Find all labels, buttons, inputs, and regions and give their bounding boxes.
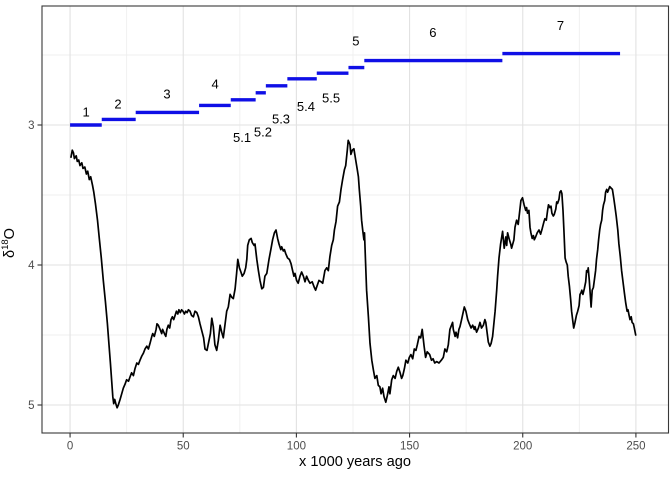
panel-border — [41, 5, 670, 434]
mis-stage-labels-layer: 1 2 3 4 5.1 5.25.3 5.4 5.5 5 6 7 — [83, 18, 565, 145]
mis-label-5.5: 5.5 — [322, 91, 340, 106]
x-axis-title: x 1000 years ago — [299, 454, 411, 470]
mis-stage-segments-layer — [70, 51, 621, 127]
panel-background — [42, 6, 669, 433]
x-tick-label: 50 — [177, 441, 190, 453]
mis-label-1: 1 — [83, 105, 90, 120]
y-tick-label: 5 — [28, 400, 34, 412]
x-tick-label: 100 — [287, 441, 306, 453]
mis-label-3: 3 — [163, 87, 170, 102]
x-tick-label: 250 — [626, 441, 645, 453]
axis-ticks-and-labels: 0 50 100 150 200 250 3 4 5 — [28, 120, 645, 452]
x-tick-label: 0 — [67, 441, 73, 453]
mis-label-6: 6 — [429, 25, 436, 40]
d18o-curve — [70, 139, 637, 409]
mis-label-7: 7 — [557, 18, 564, 33]
mis-label-5.3: 5.3 — [272, 112, 290, 127]
x-tick-label: 200 — [513, 441, 532, 453]
x-tick-label: 150 — [400, 441, 419, 453]
y-tick-label: 4 — [28, 260, 35, 272]
mis-label-5.1: 5.1 — [233, 130, 251, 145]
mis-label-5: 5 — [352, 33, 359, 48]
panel-border-rect — [41, 5, 670, 434]
y-axis-title: δ18O — [0, 228, 18, 258]
y-tick-label: 3 — [28, 120, 34, 132]
d18o-curve-layer — [70, 139, 637, 409]
minor-gridlines — [42, 6, 669, 433]
mis-label-5.4: 5.4 — [297, 99, 315, 114]
mis-label-2: 2 — [114, 96, 121, 111]
mis-label-4: 4 — [212, 77, 219, 92]
mis-label-5.2: 5.2 — [254, 124, 272, 139]
